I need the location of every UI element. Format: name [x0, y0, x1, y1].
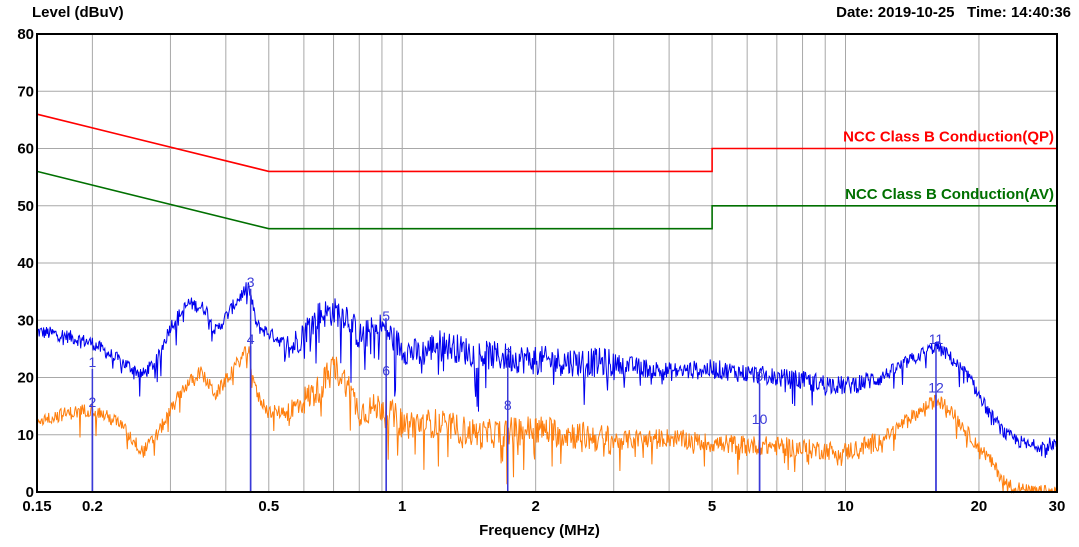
limit-line	[36, 170, 1057, 230]
x-tick-label: 5	[708, 498, 716, 515]
limit-label: NCC Class B Conduction(QP)	[843, 129, 1054, 146]
marker-label: 6	[382, 363, 390, 379]
y-tick-label: 10	[17, 427, 34, 444]
x-tick-label: 30	[1049, 498, 1066, 515]
date-value: 2019-10-25	[877, 4, 955, 21]
time-value: 14:40:36	[1010, 4, 1071, 21]
y-tick-label: 20	[17, 370, 34, 387]
x-tick-label: 10	[837, 498, 854, 515]
marker-label: 8	[504, 397, 512, 413]
trace-line	[36, 346, 1058, 494]
grid	[37, 34, 1057, 492]
x-tick-label: 1	[398, 498, 406, 515]
marker-label: 3	[247, 274, 255, 290]
x-tick-label: 0.2	[82, 498, 103, 515]
marker-label: 5	[382, 308, 390, 324]
timestamp: Date: 2019-10-25 Time: 14:40:36	[836, 4, 1071, 21]
y-tick-label: 60	[17, 141, 34, 158]
marker-label: 9	[756, 368, 764, 384]
traces	[36, 282, 1058, 494]
marker-label: 12	[928, 380, 944, 396]
limit-line	[36, 113, 1057, 173]
marker-label: 7	[504, 345, 512, 361]
x-tick-label: 20	[971, 498, 988, 515]
marker-label: 4	[247, 331, 255, 347]
y-axis-label: Level (dBuV)	[32, 4, 124, 21]
marker-label: 1	[88, 354, 96, 370]
limit-label: NCC Class B Conduction(AV)	[845, 186, 1054, 203]
marker-label: 2	[88, 394, 96, 410]
x-tick-label: 0.15	[22, 498, 51, 515]
y-tick-label: 30	[17, 312, 34, 329]
limit-lines: NCC Class B Conduction(QP) NCC Class B Co…	[36, 113, 1057, 230]
marker-label: 10	[752, 411, 768, 427]
x-axis-label: Frequency (MHz)	[479, 522, 600, 539]
x-tick-label: 2	[531, 498, 539, 515]
plot-frame	[36, 33, 1058, 493]
trace-line	[36, 282, 1058, 458]
date-label: Date:	[836, 4, 874, 21]
y-tick-label: 80	[17, 26, 34, 43]
marker-label: 11	[929, 331, 944, 347]
y-tick-label: 50	[17, 198, 34, 215]
time-label: Time:	[967, 4, 1007, 21]
y-tick-label: 0	[26, 484, 34, 501]
y-tick-label: 70	[17, 83, 34, 100]
x-tick-label: 0.5	[258, 498, 279, 515]
y-tick-label: 40	[17, 255, 34, 272]
